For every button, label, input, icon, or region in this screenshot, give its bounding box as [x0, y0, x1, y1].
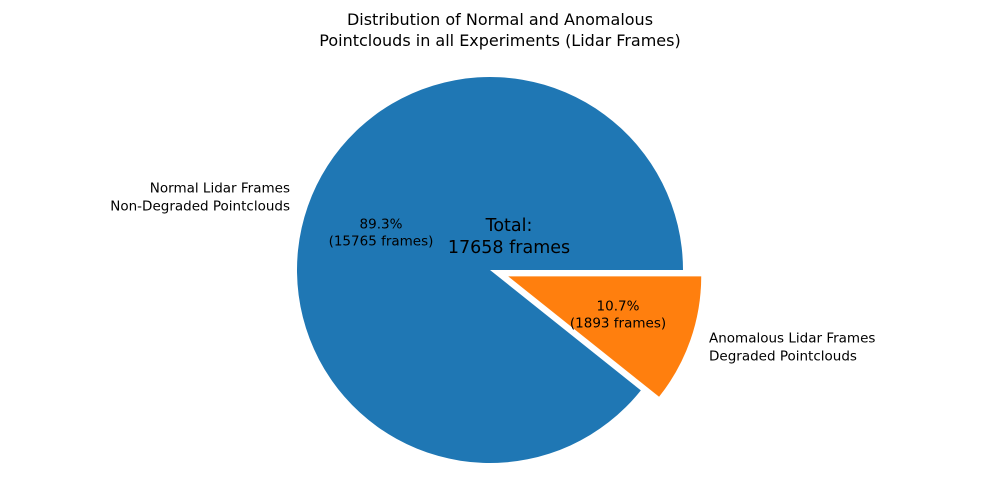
slice-percentage-normal: 89.3% (15765 frames) — [328, 216, 434, 250]
pie-slice-normal — [297, 77, 683, 464]
slice-label-normal: Normal Lidar Frames Non-Degraded Pointcl… — [110, 180, 290, 215]
slice-percentage-anomalous: 10.7% (1893 frames) — [569, 298, 667, 332]
total-frames-annotation: Total: 17658 frames — [447, 216, 571, 258]
slice-label-anomalous: Anomalous Lidar Frames Degraded Pointclo… — [709, 330, 876, 365]
pie-slice-anomalous — [508, 276, 702, 397]
chart-title: Distribution of Normal and Anomalous Poi… — [319, 10, 681, 50]
